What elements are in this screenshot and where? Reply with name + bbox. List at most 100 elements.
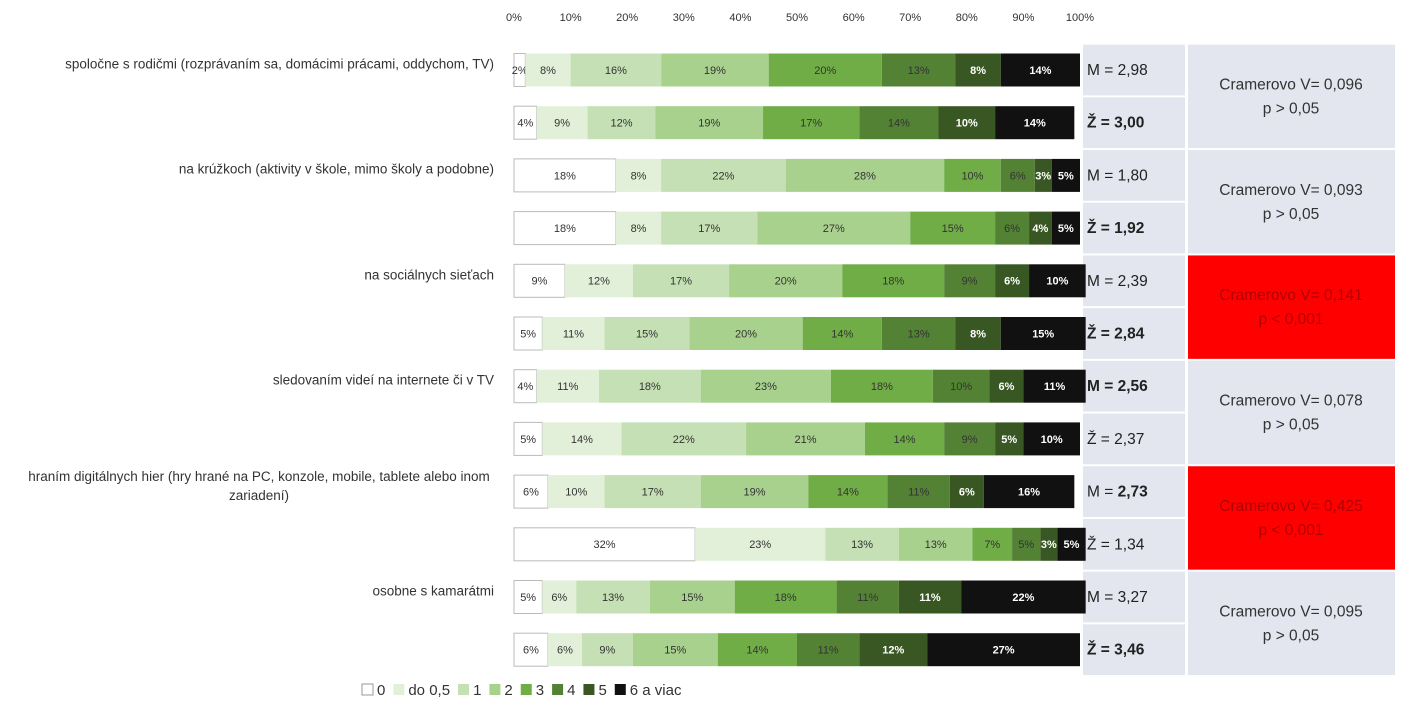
value-label: 18% xyxy=(882,276,904,288)
stat-value: 2,56 xyxy=(1118,378,1149,395)
value-label: 6% xyxy=(551,592,567,604)
bar-segment xyxy=(830,369,933,403)
bar-segment xyxy=(898,580,962,614)
stat-value: 2,73 xyxy=(1118,484,1149,501)
bar-segment xyxy=(763,106,860,140)
value-label: 19% xyxy=(704,65,726,77)
bar-segment xyxy=(661,53,769,87)
value-label: 10% xyxy=(1041,434,1063,446)
bar-segment xyxy=(836,580,899,614)
legend-swatch xyxy=(458,684,470,695)
bar-segment xyxy=(944,264,996,298)
bar-segment xyxy=(1057,527,1086,561)
stat-cell xyxy=(1083,571,1185,623)
value-label: 15% xyxy=(942,223,964,235)
bar-segment xyxy=(525,53,571,87)
cramer-value: Cramerovo V= 0,425 xyxy=(1219,498,1362,515)
legend-label: 1 xyxy=(473,682,481,699)
bar-segment xyxy=(842,264,945,298)
bar-segment xyxy=(547,475,605,509)
x-tick-label: 20% xyxy=(616,12,638,24)
stat-prefix: M = xyxy=(1087,589,1118,606)
bar-segment xyxy=(955,317,1001,350)
legend-swatch xyxy=(614,684,626,695)
value-label: 10% xyxy=(961,170,983,182)
stat-label: Ž = 2,84 xyxy=(1087,325,1145,343)
value-label: 9% xyxy=(962,434,978,446)
bar-segment xyxy=(564,264,633,298)
bar-segment xyxy=(995,422,1024,456)
bar-segment xyxy=(1040,527,1058,561)
bar-segment xyxy=(513,421,543,456)
value-label: 13% xyxy=(851,539,873,551)
value-label: 14% xyxy=(746,645,768,657)
value-label: 14% xyxy=(571,434,593,446)
value-label: 6% xyxy=(959,487,975,499)
value-label: 11% xyxy=(818,645,839,657)
value-label: 5% xyxy=(1058,223,1074,235)
value-label: 14% xyxy=(831,328,853,340)
stat-label: M = 2,98 xyxy=(1087,62,1148,79)
value-label: 22% xyxy=(712,170,734,182)
bar-segment xyxy=(961,580,1086,614)
value-label: 23% xyxy=(749,539,771,551)
bar-segment xyxy=(513,263,566,298)
value-label: 14% xyxy=(837,487,859,499)
cramer-cell xyxy=(1188,255,1395,359)
cramer-cell xyxy=(1188,466,1395,570)
bar-segment xyxy=(542,317,605,350)
bar-segment xyxy=(944,422,996,456)
value-label: 15% xyxy=(636,328,658,340)
stat-prefix: Ž = xyxy=(1087,641,1114,659)
value-label: 10% xyxy=(1046,276,1068,288)
stat-value: 2,84 xyxy=(1114,326,1145,343)
bar-segment xyxy=(661,211,758,245)
bar-segment xyxy=(898,527,973,561)
value-label: 6% xyxy=(1004,223,1020,235)
bar-segment xyxy=(1029,211,1052,245)
bar-segment xyxy=(513,316,543,351)
stat-label: M = 2,56 xyxy=(1087,378,1148,395)
value-label: 11% xyxy=(908,487,929,499)
value-label: 11% xyxy=(1044,381,1066,393)
value-label: 23% xyxy=(755,381,777,393)
bar-segment xyxy=(746,422,865,456)
bar-segment xyxy=(615,211,662,245)
bar-segment xyxy=(797,633,860,667)
stat-value: 2,39 xyxy=(1118,273,1148,290)
bar-segment xyxy=(576,580,650,614)
bar-segment xyxy=(729,264,843,298)
value-label: 18% xyxy=(639,381,661,393)
value-label: 8% xyxy=(540,65,556,77)
stat-cell xyxy=(1083,255,1185,307)
bar-segment xyxy=(536,369,599,403)
stat-value: 2,98 xyxy=(1118,62,1148,79)
stat-label: Ž = 3,00 xyxy=(1087,114,1144,132)
cramer-p: p < 0,001 xyxy=(1258,311,1323,328)
bar-segment xyxy=(621,422,747,456)
x-tick-label: 10% xyxy=(560,12,582,24)
stat-label: M = 1,80 xyxy=(1087,167,1148,184)
value-label: 18% xyxy=(775,592,797,604)
value-label: 6% xyxy=(557,645,573,657)
value-label: 6% xyxy=(998,381,1014,393)
bar-segment xyxy=(768,53,882,87)
cramer-p: p > 0,05 xyxy=(1263,206,1319,223)
stat-label: Ž = 2,37 xyxy=(1087,431,1144,448)
stat-prefix: M = xyxy=(1087,62,1118,79)
value-label: 12% xyxy=(611,118,633,130)
value-label: 9% xyxy=(532,276,548,288)
value-label: 11% xyxy=(919,592,941,604)
value-label: 14% xyxy=(888,118,910,130)
stat-prefix: Ž = xyxy=(1087,325,1114,343)
legend-swatch xyxy=(520,684,532,695)
value-label: 22% xyxy=(1012,592,1034,604)
legend-swatch xyxy=(489,684,501,695)
cramer-p: p > 0,05 xyxy=(1263,417,1319,434)
legend-swatch xyxy=(361,683,374,696)
bar-segment xyxy=(581,633,633,667)
legend-swatch xyxy=(583,684,595,695)
legend-label: 4 xyxy=(567,682,575,699)
bar-segment xyxy=(972,527,1013,561)
